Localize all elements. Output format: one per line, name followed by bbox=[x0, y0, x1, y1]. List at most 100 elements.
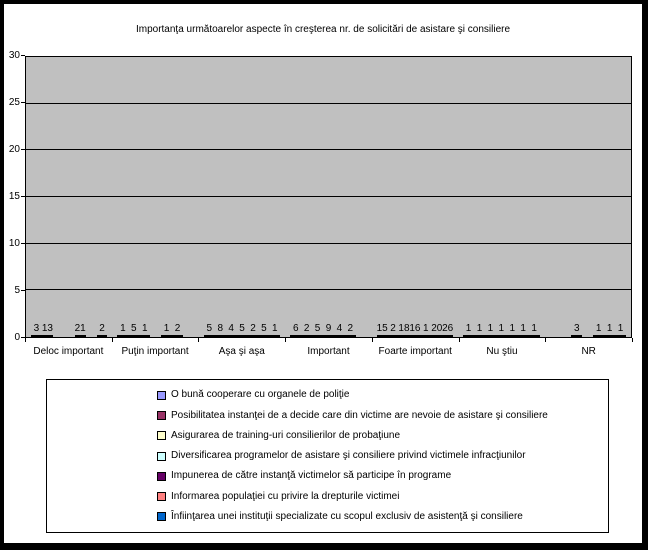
bar-value-label: 9 bbox=[325, 323, 332, 334]
legend-item: Înfiinţarea unei instituţii specializate… bbox=[157, 511, 608, 522]
bar-value-label: 5 bbox=[261, 323, 267, 334]
bar-value-label: 2 bbox=[250, 323, 256, 334]
y-tick-mark bbox=[21, 55, 25, 56]
legend-swatch bbox=[157, 471, 166, 481]
bar: 5 bbox=[236, 324, 248, 337]
legend-label: O bună cooperare cu organele de poliţie bbox=[171, 389, 350, 401]
bar-slot: 21 bbox=[75, 324, 86, 337]
bar-value-label: 3 bbox=[33, 323, 40, 334]
legend-item: Diversificarea programelor de asistare ş… bbox=[157, 451, 608, 461]
bar: 3 bbox=[31, 324, 42, 337]
x-tick-mark bbox=[458, 338, 460, 342]
bar-slot: 9 bbox=[323, 324, 334, 337]
bar-value-label: 2 bbox=[347, 323, 354, 334]
bar: 8 bbox=[214, 324, 226, 337]
bar: 1 bbox=[615, 324, 626, 337]
bar: 2 bbox=[301, 324, 313, 337]
bar: 20 bbox=[431, 324, 442, 337]
bar-value-label: 1 bbox=[509, 323, 516, 334]
bar-value-label: 13 bbox=[41, 323, 53, 334]
y-tick-mark bbox=[21, 149, 25, 150]
x-axis-category-label: NR bbox=[581, 346, 596, 357]
bar-value-label: 8 bbox=[217, 323, 223, 334]
bar: 1 bbox=[420, 324, 432, 337]
bar: 2 bbox=[387, 324, 399, 337]
x-tick-mark bbox=[545, 338, 547, 342]
x-tick-mark bbox=[198, 338, 200, 342]
bar-slot: 6 bbox=[290, 324, 302, 337]
legend-item: Informarea populaţiei cu privire la drep… bbox=[157, 491, 608, 502]
bar-group: 3 13 21 2 bbox=[26, 57, 112, 337]
bar-slot: 1 bbox=[420, 324, 432, 337]
bar-value-label: 1 bbox=[272, 323, 278, 334]
x-axis-category-label: Deloc important bbox=[33, 346, 104, 357]
bar: 5 bbox=[312, 324, 324, 337]
y-tick-label: 0 bbox=[14, 332, 20, 343]
bar-slot: 2 bbox=[387, 324, 399, 337]
plot-area: 3 13 21 2 1 5 1 1 2 5 8 4 5 2 5 1 6 2 5 9 4 2 15 2 18 16 1 20 26 1 1 1 1… bbox=[25, 56, 632, 338]
bar-value-label: 1 bbox=[487, 323, 494, 334]
bar: 4 bbox=[333, 324, 345, 337]
bar-slot: 1 bbox=[117, 324, 129, 337]
bar-value-label: 2 bbox=[174, 323, 181, 334]
bar: 1 bbox=[161, 324, 173, 337]
bar-slot: 1 bbox=[484, 324, 496, 337]
bar-value-label: 20 bbox=[431, 323, 443, 334]
legend-swatch bbox=[157, 451, 166, 461]
bar-slot: 1 bbox=[495, 324, 507, 337]
bar-slot: 20 bbox=[431, 324, 442, 337]
bar-slot: 1 bbox=[139, 324, 151, 337]
y-axis: 0 5 10 15 20 25 30 bbox=[4, 51, 21, 343]
y-tick-mark bbox=[21, 102, 25, 103]
bar-value-label: 15 bbox=[376, 323, 388, 334]
bar-slot: 15 bbox=[377, 324, 388, 337]
bar-value-label: 2 bbox=[99, 323, 105, 334]
bar-slot: 2 bbox=[172, 324, 183, 337]
x-tick-mark bbox=[25, 338, 26, 342]
bar-slot: 1 bbox=[604, 324, 616, 337]
bar-slot: 8 bbox=[214, 324, 226, 337]
bar-value-label: 26 bbox=[442, 323, 454, 334]
bar: 4 bbox=[225, 324, 237, 337]
x-tick-mark bbox=[371, 338, 373, 342]
legend-label: Impunerea de către instanţă victimelor s… bbox=[171, 470, 452, 482]
bar: 2 bbox=[247, 324, 259, 337]
bar-value-label: 1 bbox=[606, 323, 613, 334]
bar-slot: 3 bbox=[31, 324, 42, 337]
bar-slot: 1 bbox=[474, 324, 485, 337]
bar-slot: 5 bbox=[312, 324, 324, 337]
bar-value-label: 21 bbox=[74, 323, 86, 334]
bar: 16 bbox=[409, 324, 420, 337]
bar: 5 bbox=[128, 324, 140, 337]
y-tick-label: 15 bbox=[8, 191, 20, 202]
x-tick-mark bbox=[111, 338, 113, 342]
bar-slot: 1 bbox=[528, 324, 540, 337]
bar-value-label: 1 bbox=[465, 323, 472, 334]
bar-value-label: 1 bbox=[476, 323, 483, 334]
bar-value-label: 1 bbox=[531, 323, 537, 334]
bar-value-label: 5 bbox=[314, 323, 321, 334]
bar: 3 bbox=[571, 324, 583, 337]
legend-item: O bună cooperare cu organele de poliţie bbox=[157, 390, 608, 400]
bar-slot: 5 bbox=[258, 324, 270, 337]
y-tick-mark bbox=[21, 196, 25, 197]
bar: 21 bbox=[75, 324, 86, 337]
bar-slot: 13 bbox=[42, 324, 53, 337]
bar: 13 bbox=[42, 324, 53, 337]
y-tick-label: 5 bbox=[14, 285, 20, 296]
gridline bbox=[26, 102, 631, 104]
y-tick-mark bbox=[21, 337, 25, 338]
bar: 1 bbox=[495, 324, 507, 337]
bar-value-label: 5 bbox=[131, 323, 137, 334]
bar-value-label: 16 bbox=[409, 323, 421, 334]
legend-item: Posibilitatea instanţei de a decide care… bbox=[157, 410, 608, 421]
bar-slot: 2 bbox=[96, 324, 108, 337]
bar-value-label: 1 bbox=[141, 323, 148, 334]
bar-slot: 5 bbox=[236, 324, 248, 337]
bar-group: 15 2 18 16 1 20 26 bbox=[372, 57, 458, 337]
x-axis-category-label: Puţin important bbox=[121, 346, 189, 357]
